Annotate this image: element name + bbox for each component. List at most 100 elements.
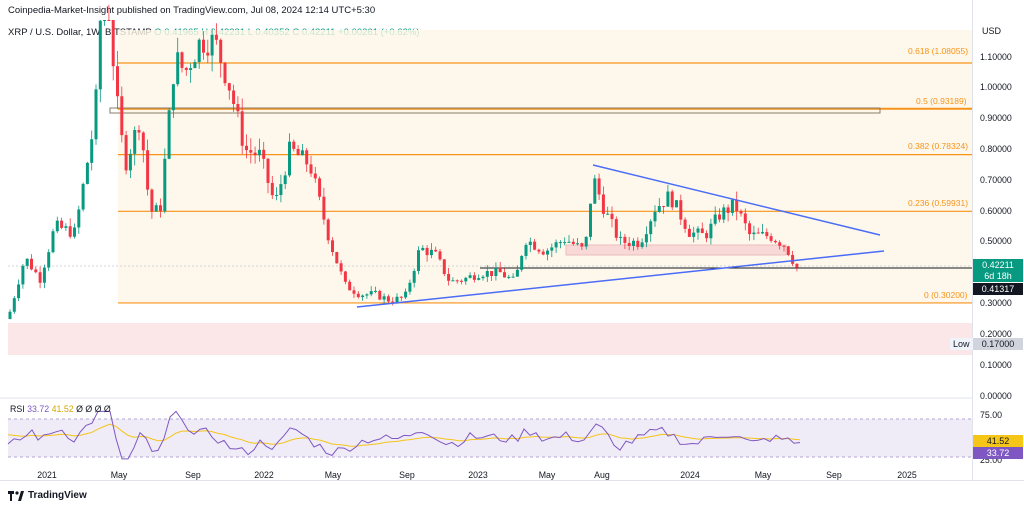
tradingview-icon bbox=[8, 490, 24, 501]
current-price-tag: 0.42211 bbox=[973, 259, 1023, 271]
price-tick: 0.50000 bbox=[980, 236, 1012, 246]
candle-body bbox=[477, 278, 481, 280]
currency-label[interactable]: USD bbox=[982, 26, 1002, 36]
fib-label-0236: 0.236 (0.59931) bbox=[908, 198, 969, 208]
candle-body bbox=[627, 242, 631, 246]
price-tick: 1.00000 bbox=[980, 82, 1012, 92]
candle-body bbox=[386, 296, 390, 302]
candle-body bbox=[640, 242, 644, 247]
candle-body bbox=[464, 277, 468, 282]
candle-body bbox=[42, 267, 46, 283]
candle-body bbox=[300, 150, 304, 156]
price-chart[interactable] bbox=[0, 0, 972, 480]
candle-body bbox=[369, 291, 373, 295]
candle-body bbox=[103, 20, 107, 21]
time-tick: Aug bbox=[594, 470, 610, 480]
candles bbox=[8, 4, 799, 320]
candle-body bbox=[460, 280, 463, 282]
candle-body bbox=[748, 223, 752, 235]
candle-body bbox=[765, 232, 769, 237]
candle-body bbox=[378, 290, 382, 300]
candle-body bbox=[537, 249, 541, 252]
rsi-name: RSI bbox=[10, 404, 25, 414]
rsi-ma-line bbox=[7, 423, 801, 447]
time-tick: May bbox=[754, 470, 772, 480]
candle-body bbox=[490, 271, 494, 277]
candle-body bbox=[365, 294, 369, 296]
candle-body bbox=[425, 247, 429, 256]
rsi-value-tag: 33.72 bbox=[973, 447, 1023, 459]
candle-body bbox=[275, 195, 279, 197]
candle-body bbox=[270, 182, 274, 196]
candle-body bbox=[343, 271, 347, 282]
candle-body bbox=[546, 250, 549, 255]
candle-body bbox=[202, 39, 205, 53]
candle-body bbox=[262, 149, 266, 159]
ascending-trendline[interactable] bbox=[356, 250, 885, 308]
candle-body bbox=[773, 240, 777, 243]
low-label: Low bbox=[950, 338, 973, 350]
candle-body bbox=[597, 178, 601, 195]
candle-body bbox=[245, 145, 248, 151]
candle-body bbox=[554, 242, 558, 248]
candle-body bbox=[64, 226, 68, 228]
candle-body bbox=[589, 203, 592, 237]
rsi-extra: Ø Ø Ø Ø bbox=[76, 404, 111, 414]
price-tick: 0.20000 bbox=[980, 329, 1012, 339]
support-price-tag: 0.41317 bbox=[973, 283, 1023, 295]
price-tick: 0.00000 bbox=[980, 391, 1012, 401]
candle-body bbox=[408, 282, 412, 292]
candle-body bbox=[417, 250, 420, 272]
candle-body bbox=[292, 141, 296, 149]
candle-body bbox=[438, 251, 442, 260]
time-tick: Sep bbox=[185, 470, 201, 480]
candle-body bbox=[675, 200, 678, 208]
candle-body bbox=[141, 132, 145, 151]
time-tick: May bbox=[324, 470, 342, 480]
candle-body bbox=[60, 220, 64, 228]
candle-body bbox=[68, 226, 72, 237]
candle-body bbox=[666, 191, 670, 207]
candle-body bbox=[163, 158, 167, 212]
candle-body bbox=[649, 221, 653, 235]
candle-body bbox=[167, 110, 171, 159]
candle-body bbox=[679, 200, 683, 220]
candle-body bbox=[481, 276, 485, 279]
candle-body bbox=[558, 242, 562, 244]
candle-body bbox=[593, 178, 597, 204]
candle-body bbox=[305, 150, 309, 165]
candle-body bbox=[77, 209, 81, 228]
candle-body bbox=[412, 271, 416, 283]
brand-name: TradingView bbox=[28, 490, 87, 501]
candle-body bbox=[550, 247, 554, 251]
candle-body bbox=[382, 296, 386, 300]
candle-body bbox=[778, 242, 782, 246]
candle-body bbox=[653, 211, 657, 222]
candle-body bbox=[726, 207, 730, 213]
time-tick: Sep bbox=[826, 470, 842, 480]
candle-body bbox=[709, 223, 713, 239]
candle-body bbox=[85, 162, 89, 184]
candle-body bbox=[335, 252, 339, 264]
time-tick: 2023 bbox=[468, 470, 488, 480]
candle-body bbox=[257, 149, 261, 156]
candle-body bbox=[739, 211, 743, 214]
candle-body bbox=[253, 152, 257, 156]
candle-body bbox=[219, 39, 223, 63]
candle-body bbox=[124, 135, 128, 171]
descending-trendline[interactable] bbox=[592, 164, 881, 236]
candle-body bbox=[662, 206, 666, 208]
candle-body bbox=[472, 275, 476, 280]
time-tick: 2021 bbox=[37, 470, 57, 480]
candle-body bbox=[176, 52, 180, 85]
candle-body bbox=[395, 296, 399, 303]
candle-body bbox=[227, 83, 231, 91]
rsi-axis-top: 75.00 bbox=[980, 410, 1003, 420]
tradingview-logo[interactable]: TradingView bbox=[8, 490, 87, 501]
candle-body bbox=[313, 173, 317, 179]
candle-body bbox=[722, 207, 726, 220]
candle-body bbox=[34, 269, 38, 273]
candle-body bbox=[236, 104, 240, 112]
fib-label-0618: 0.618 (1.08055) bbox=[908, 46, 969, 56]
candle-body bbox=[193, 62, 197, 69]
